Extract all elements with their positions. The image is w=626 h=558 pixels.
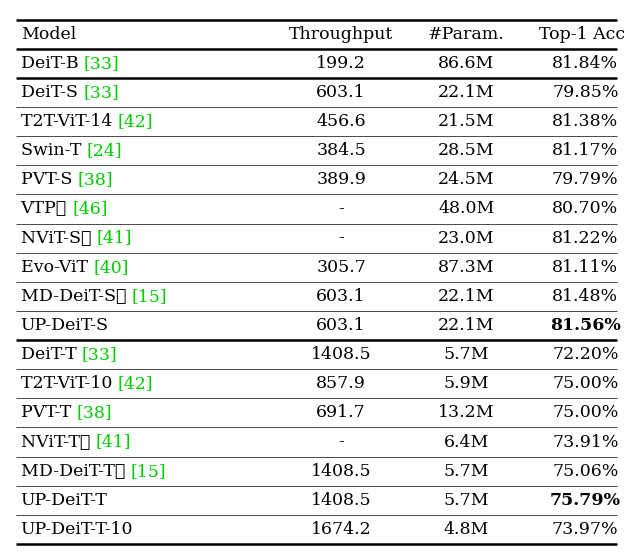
Text: T2T-ViT-10: T2T-ViT-10	[21, 376, 118, 392]
Text: [42]: [42]	[118, 376, 153, 392]
Text: Model: Model	[21, 26, 76, 42]
Text: [41]: [41]	[95, 434, 131, 450]
Text: 22.1M: 22.1M	[438, 317, 495, 334]
Text: -: -	[338, 434, 344, 450]
Text: [24]: [24]	[86, 142, 122, 159]
Text: NViT-T★: NViT-T★	[21, 434, 95, 450]
Text: [40]: [40]	[93, 259, 129, 276]
Text: 5.9M: 5.9M	[444, 376, 489, 392]
Text: 199.2: 199.2	[316, 55, 366, 72]
Text: 4.8M: 4.8M	[444, 521, 489, 538]
Text: [15]: [15]	[130, 463, 166, 480]
Text: [41]: [41]	[96, 229, 132, 247]
Text: [46]: [46]	[72, 200, 108, 218]
Text: 23.0M: 23.0M	[438, 229, 495, 247]
Text: 72.20%: 72.20%	[552, 346, 618, 363]
Text: [33]: [33]	[83, 84, 119, 101]
Text: 86.6M: 86.6M	[438, 55, 495, 72]
Text: [38]: [38]	[76, 405, 112, 421]
Text: Swin-T: Swin-T	[21, 142, 86, 159]
Text: 13.2M: 13.2M	[438, 405, 495, 421]
Text: 81.17%: 81.17%	[552, 142, 618, 159]
Text: 81.11%: 81.11%	[552, 259, 618, 276]
Text: MD-DeiT-T★: MD-DeiT-T★	[21, 463, 130, 480]
Text: MD-DeiT-S★: MD-DeiT-S★	[21, 288, 131, 305]
Text: [15]: [15]	[131, 288, 167, 305]
Text: 81.22%: 81.22%	[552, 229, 618, 247]
Text: [33]: [33]	[82, 346, 118, 363]
Text: 75.00%: 75.00%	[552, 376, 618, 392]
Text: NViT-S★: NViT-S★	[21, 229, 96, 247]
Text: Top-1 Acc.: Top-1 Acc.	[540, 26, 626, 42]
Text: 81.56%: 81.56%	[550, 317, 621, 334]
Text: 305.7: 305.7	[316, 259, 366, 276]
Text: 603.1: 603.1	[316, 84, 366, 101]
Text: 48.0M: 48.0M	[438, 200, 495, 218]
Text: 384.5: 384.5	[316, 142, 366, 159]
Text: 6.4M: 6.4M	[444, 434, 489, 450]
Text: 75.06%: 75.06%	[552, 463, 618, 480]
Text: 1408.5: 1408.5	[311, 492, 371, 509]
Text: [42]: [42]	[118, 113, 153, 130]
Text: 5.7M: 5.7M	[444, 463, 489, 480]
Text: 73.91%: 73.91%	[552, 434, 618, 450]
Text: 81.84%: 81.84%	[552, 55, 618, 72]
Text: [38]: [38]	[78, 171, 113, 188]
Text: 28.5M: 28.5M	[438, 142, 495, 159]
Text: -: -	[338, 229, 344, 247]
Text: VTP★: VTP★	[21, 200, 72, 218]
Text: 22.1M: 22.1M	[438, 84, 495, 101]
Text: 73.97%: 73.97%	[552, 521, 618, 538]
Text: T2T-ViT-14: T2T-ViT-14	[21, 113, 118, 130]
Text: 80.70%: 80.70%	[552, 200, 618, 218]
Text: 79.79%: 79.79%	[552, 171, 618, 188]
Text: 21.5M: 21.5M	[438, 113, 495, 130]
Text: 75.79%: 75.79%	[550, 492, 621, 509]
Text: 24.5M: 24.5M	[438, 171, 495, 188]
Text: UP-DeiT-T-10: UP-DeiT-T-10	[21, 521, 133, 538]
Text: UP-DeiT-T: UP-DeiT-T	[21, 492, 108, 509]
Text: 81.48%: 81.48%	[552, 288, 618, 305]
Text: 603.1: 603.1	[316, 317, 366, 334]
Text: UP-DeiT-S: UP-DeiT-S	[21, 317, 109, 334]
Text: 1408.5: 1408.5	[311, 346, 371, 363]
Text: 1408.5: 1408.5	[311, 463, 371, 480]
Text: #Param.: #Param.	[428, 26, 505, 42]
Text: DeiT-S: DeiT-S	[21, 84, 83, 101]
Text: Evo-ViT: Evo-ViT	[21, 259, 93, 276]
Text: -: -	[338, 200, 344, 218]
Text: PVT-T: PVT-T	[21, 405, 76, 421]
Text: 456.6: 456.6	[316, 113, 366, 130]
Text: 22.1M: 22.1M	[438, 288, 495, 305]
Text: Throughput: Throughput	[289, 26, 393, 42]
Text: 5.7M: 5.7M	[444, 492, 489, 509]
Text: 1674.2: 1674.2	[310, 521, 372, 538]
Text: 603.1: 603.1	[316, 288, 366, 305]
Text: PVT-S: PVT-S	[21, 171, 78, 188]
Text: 5.7M: 5.7M	[444, 346, 489, 363]
Text: [33]: [33]	[84, 55, 120, 72]
Text: 857.9: 857.9	[316, 376, 366, 392]
Text: 691.7: 691.7	[316, 405, 366, 421]
Text: DeiT-T: DeiT-T	[21, 346, 82, 363]
Text: 389.9: 389.9	[316, 171, 366, 188]
Text: 81.38%: 81.38%	[552, 113, 618, 130]
Text: 75.00%: 75.00%	[552, 405, 618, 421]
Text: 87.3M: 87.3M	[438, 259, 495, 276]
Text: DeiT-B: DeiT-B	[21, 55, 84, 72]
Text: 79.85%: 79.85%	[552, 84, 618, 101]
